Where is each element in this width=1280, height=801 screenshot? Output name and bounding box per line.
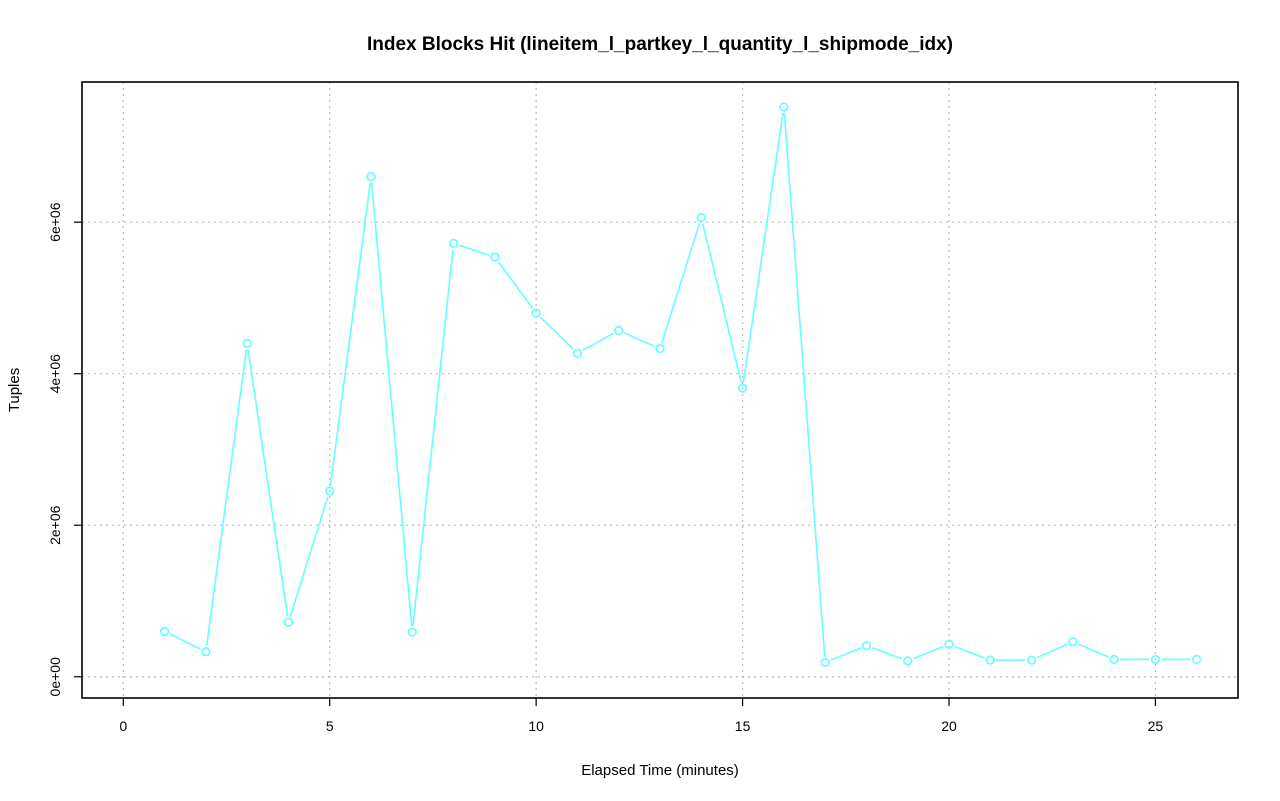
grid-lines [82,82,1238,698]
data-point [448,238,459,249]
data-point [861,641,872,651]
data-point [1068,637,1078,647]
data-point [655,344,665,354]
series-line-segment [205,349,248,646]
series-group [159,102,1202,668]
y-axis: 0e+00 2e+06 4e+06 6e+06 [47,202,82,696]
x-tick-label: 10 [528,718,544,734]
data-point [820,657,830,668]
series-line-segment [1036,643,1068,659]
y-axis-label: Tuples [6,368,23,412]
series-line-segment [539,316,574,350]
x-tick-label: 20 [941,718,957,734]
series-line-segment [247,349,289,617]
series-line-segment [1078,643,1109,658]
data-point [696,212,706,223]
x-tick-label: 15 [735,718,751,734]
data-point [944,639,954,649]
series-line-segment [169,633,201,650]
series-line-segment [623,332,655,348]
series-line-segment [582,332,614,352]
plot-frame [81,81,1239,699]
data-point [614,325,624,336]
data-point [159,626,170,636]
data-point [366,172,376,182]
data-point [1026,655,1037,665]
series-line-segment [830,647,862,661]
data-point [572,348,583,358]
y-tick-label: 6e+06 [47,202,63,242]
series-line-segment [661,223,701,344]
series-line-segment [289,496,329,617]
y-tick-label: 2e+06 [47,505,63,545]
data-point [1150,654,1161,665]
chart-title: Index Blocks Hit (lineitem_l_partkey_l_q… [367,34,953,55]
data-point [283,617,294,627]
data-point [490,252,500,262]
data-point [407,627,417,637]
data-point [985,655,995,665]
x-axis-label: Elapsed Time (minutes) [581,762,739,779]
x-tick-label: 25 [1148,718,1164,734]
series-line-segment [742,112,784,383]
series-line-segment [871,647,903,660]
data-point [903,656,913,666]
series-line-segment [701,223,742,383]
x-tick-label: 0 [119,718,127,734]
y-tick-label: 4e+06 [47,354,63,394]
data-point [201,647,211,657]
y-tick-label: 0e+00 [47,657,63,697]
x-axis: 0 5 10 15 20 25 [119,698,1163,734]
data-point [325,486,335,496]
data-point [531,308,541,318]
data-point [737,383,748,393]
data-point [1192,654,1202,665]
series-line-segment [459,244,490,256]
data-point [1109,654,1119,665]
series-line-segment [370,182,413,627]
series-line-segment [783,112,826,657]
series-line-segment [912,645,944,660]
series-line-segment [497,261,534,309]
series-line-segment [329,182,372,486]
series-line-segment [412,249,454,627]
data-point [779,102,789,112]
x-tick-label: 5 [326,718,334,734]
data-point [242,338,252,349]
series-line-segment [954,645,985,659]
